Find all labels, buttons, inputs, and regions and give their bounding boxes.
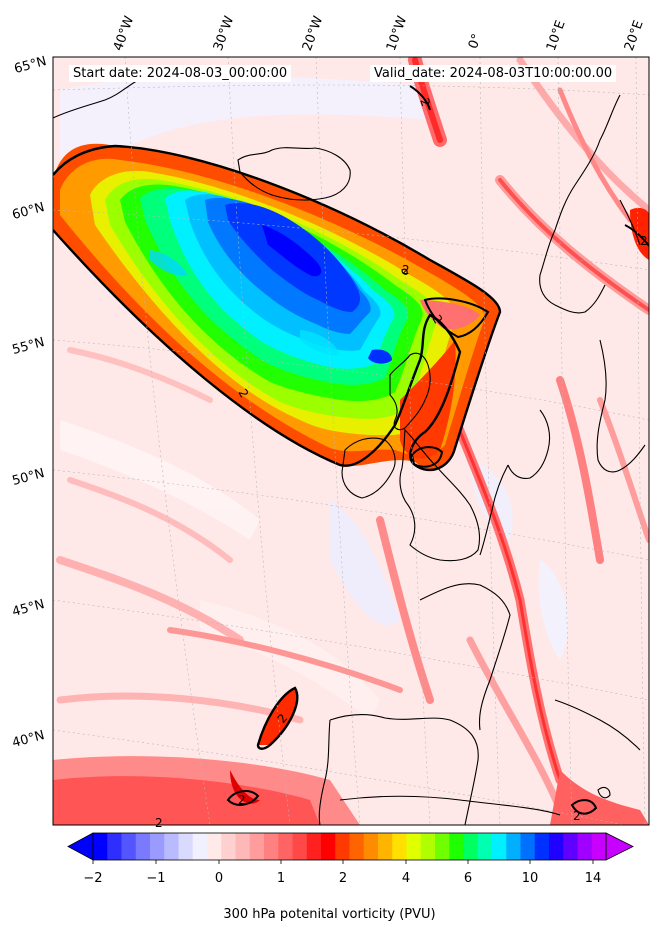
colorbar-segment [363, 833, 379, 860]
colorbar-segment [463, 833, 479, 860]
great-britain-coast [399, 428, 481, 562]
pv-2-contour-inner [423, 297, 490, 339]
colorbar-segment [121, 833, 137, 860]
colorbar-segment [221, 833, 236, 860]
scotland-coast [389, 352, 431, 431]
colorbar-segment [207, 833, 222, 860]
colorbar-segment [492, 833, 507, 860]
colorbar-segment [392, 833, 407, 860]
colorbar [67, 832, 634, 864]
colorbar-segment [420, 833, 436, 860]
colorbar-segment [534, 833, 550, 860]
colorbar-segment [449, 833, 464, 860]
colorbar-segment [591, 833, 607, 860]
colorbar-tick: −1 [146, 871, 166, 886]
colorbar-segment [292, 833, 308, 860]
colorbar-segment [477, 833, 493, 860]
colorbar-segment [577, 833, 593, 860]
colorbar-segment [278, 833, 293, 860]
colorbar-tick: 6 [463, 871, 473, 886]
colorbar-segment [264, 833, 279, 860]
colorbar-segment [335, 833, 350, 860]
valid-date-label: Valid_date: 2024-08-03T10:00:00.00 [370, 65, 617, 82]
colorbar-segment [349, 833, 365, 860]
colorbar-title: 300 hPa potenital vorticity (PVU) [223, 907, 436, 922]
colorbar-segment [107, 833, 122, 860]
contour-label: 2 [155, 816, 163, 830]
contour-label: 2 [238, 793, 246, 807]
pv-2-contour-streamer [53, 144, 502, 471]
contour-label: 2 [640, 234, 648, 248]
colorbar-segment [93, 833, 108, 860]
iceland-coast [237, 147, 351, 201]
colorbar-segment [549, 833, 564, 860]
colorbar-segment [435, 833, 450, 860]
colorbar-segment [135, 833, 151, 860]
colorbar-segment [150, 833, 165, 860]
colorbar-segment [235, 833, 251, 860]
colorbar-segment [192, 833, 208, 860]
colorbar-segment [563, 833, 578, 860]
colorbar-segment [249, 833, 265, 860]
colorbar-segment [164, 833, 179, 860]
contour-label: 2 [402, 263, 410, 277]
colorbar-min-arrow [67, 832, 94, 861]
colorbar-segment [306, 833, 322, 860]
contour-label: 2 [417, 96, 433, 108]
contour-label: 2 [573, 809, 581, 823]
colorbar-segment [520, 833, 536, 860]
map-canvas [53, 57, 649, 825]
colorbar-segment [506, 833, 521, 860]
colorbar-segment [178, 833, 194, 860]
colorbar-frame [92, 832, 607, 861]
graticule [53, 57, 649, 825]
colorbar-segment [321, 833, 336, 860]
colorbar-tick: 4 [401, 871, 411, 886]
colorbar-tick: 0 [214, 871, 224, 886]
pv-2-contour-south [256, 686, 299, 750]
start-date-label: Start date: 2024-08-03_00:00:00 [69, 65, 292, 82]
colorbar-tick: 2 [338, 871, 348, 886]
colorbar-tick: 14 [584, 871, 602, 886]
pv-anomaly-south [258, 688, 298, 745]
map-frame [52, 56, 650, 826]
pv-streamer [53, 143, 500, 470]
colorbar-max-arrow [605, 832, 634, 861]
ireland-coast [341, 437, 396, 499]
colorbar-tick: 10 [521, 871, 539, 886]
colorbar-tick: 1 [276, 871, 286, 886]
colorbar-segment [406, 833, 422, 860]
colorbar-tick: −2 [83, 871, 103, 886]
colorbar-segment [378, 833, 393, 860]
